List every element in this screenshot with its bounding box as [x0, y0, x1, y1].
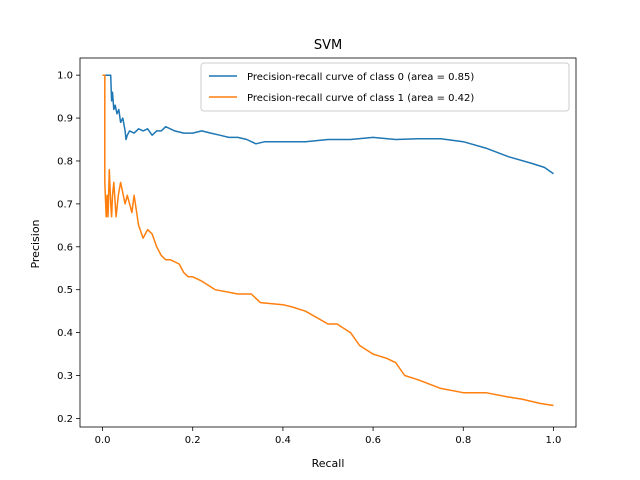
series-line-class-0	[102, 74, 554, 175]
x-tick-label: 0.6	[365, 435, 381, 446]
plot-area: 0.0 0.2 0.4 0.6 0.8 1.0 0.2 0.3 0.4 0.5 0.6 0.7 0.8 0…	[57, 57, 577, 446]
legend: Precision-recall curve of class 0 (area …	[200, 62, 570, 112]
y-tick-label: 0.6	[57, 242, 73, 253]
x-tick-label: 1.0	[546, 435, 562, 446]
y-tick-label: 0.2	[57, 414, 73, 425]
x-tick-label: 0.4	[275, 435, 291, 446]
y-tick-label: 1.0	[57, 71, 73, 82]
y-tick-label: 0.5	[57, 285, 73, 296]
legend-label-class-1: Precision-recall curve of class 1 (area …	[247, 93, 474, 104]
y-tick-label: 0.8	[57, 156, 73, 167]
series-line-class-1	[102, 74, 554, 407]
x-axis-label: Recall	[312, 457, 345, 470]
y-tick-label: 0.3	[57, 371, 73, 382]
x-tick-label: 0.8	[455, 435, 471, 446]
axes-frame	[79, 57, 577, 428]
y-tick-label: 0.7	[57, 199, 73, 210]
chart-title: SVM	[314, 38, 342, 53]
legend-label-class-0: Precision-recall curve of class 0 (area …	[247, 72, 474, 83]
y-tick-label: 0.4	[57, 328, 73, 339]
x-tick-label: 0.0	[95, 435, 111, 446]
x-tick-label: 0.2	[185, 435, 201, 446]
y-axis-label: Precision	[29, 219, 42, 268]
legend-box	[200, 62, 570, 112]
y-tick-label: 0.9	[57, 114, 73, 125]
